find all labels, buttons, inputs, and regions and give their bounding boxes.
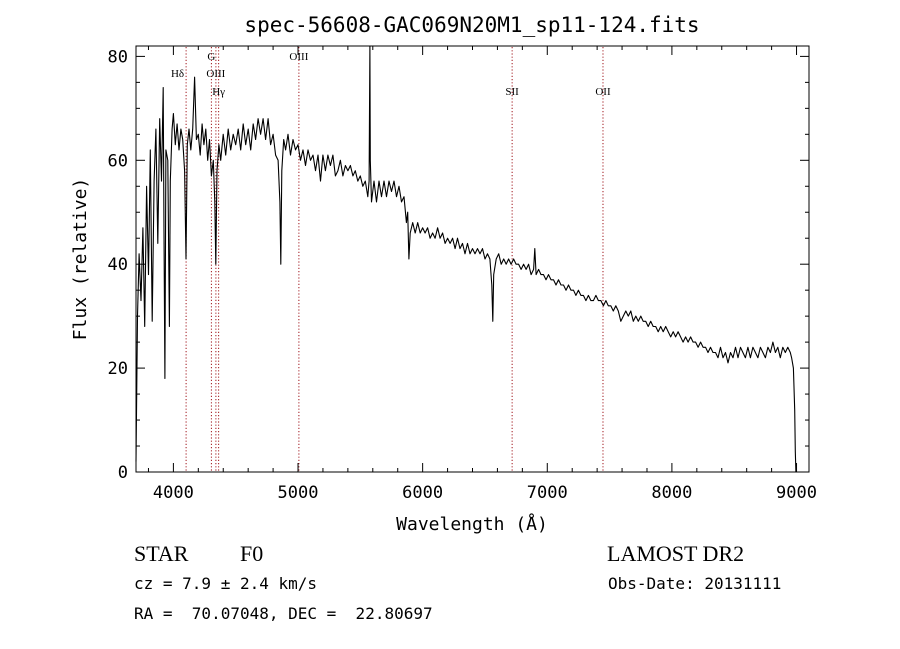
x-axis: 4000 5000 6000 7000 8000 9000 [147,46,817,503]
y-tick-label: 0 [118,463,128,483]
marker-label: Hδ [171,68,184,80]
x-tick-label: 5000 [278,483,319,503]
x-tick-label: 6000 [402,483,443,503]
y-axis-label: Flux (relative) [70,178,91,341]
plot-frame [135,45,810,473]
object-class: STAR [134,541,189,566]
x-tick-label: 4000 [153,483,194,503]
x-tick-label: 8000 [651,483,692,503]
marker-label: SII [505,86,519,98]
line-markers: Hδ G OIII Hγ OIII SII OII [171,47,611,472]
marker-label: G [207,51,215,63]
y-tick-label: 80 [108,47,128,67]
object-subclass: F0 [240,541,263,566]
y-tick-label: 40 [108,255,128,275]
cz-value: cz = 7.9 ± 2.4 km/s [134,574,317,593]
x-tick-label: 9000 [776,483,817,503]
obs-date: Obs-Date: 20131111 [608,574,781,593]
y-tick-label: 20 [108,359,128,379]
chart-title: spec-56608-GAC069N20M1_sp11-124.fits [244,13,699,37]
spectrum-line [135,45,797,473]
y-axis: 0 20 40 60 80 [108,47,809,483]
marker-label: OIII [206,68,225,80]
marker-label: OII [595,86,611,98]
ra-dec: RA = 70.07048, DEC = 22.80697 [134,604,433,623]
y-tick-label: 60 [108,151,128,171]
survey-name: LAMOST DR2 [607,541,744,566]
marker-label: Hγ [212,86,225,98]
x-tick-label: 7000 [527,483,568,503]
x-axis-label: Wavelength (Å) [396,513,548,535]
marker-label: OIII [289,51,308,63]
